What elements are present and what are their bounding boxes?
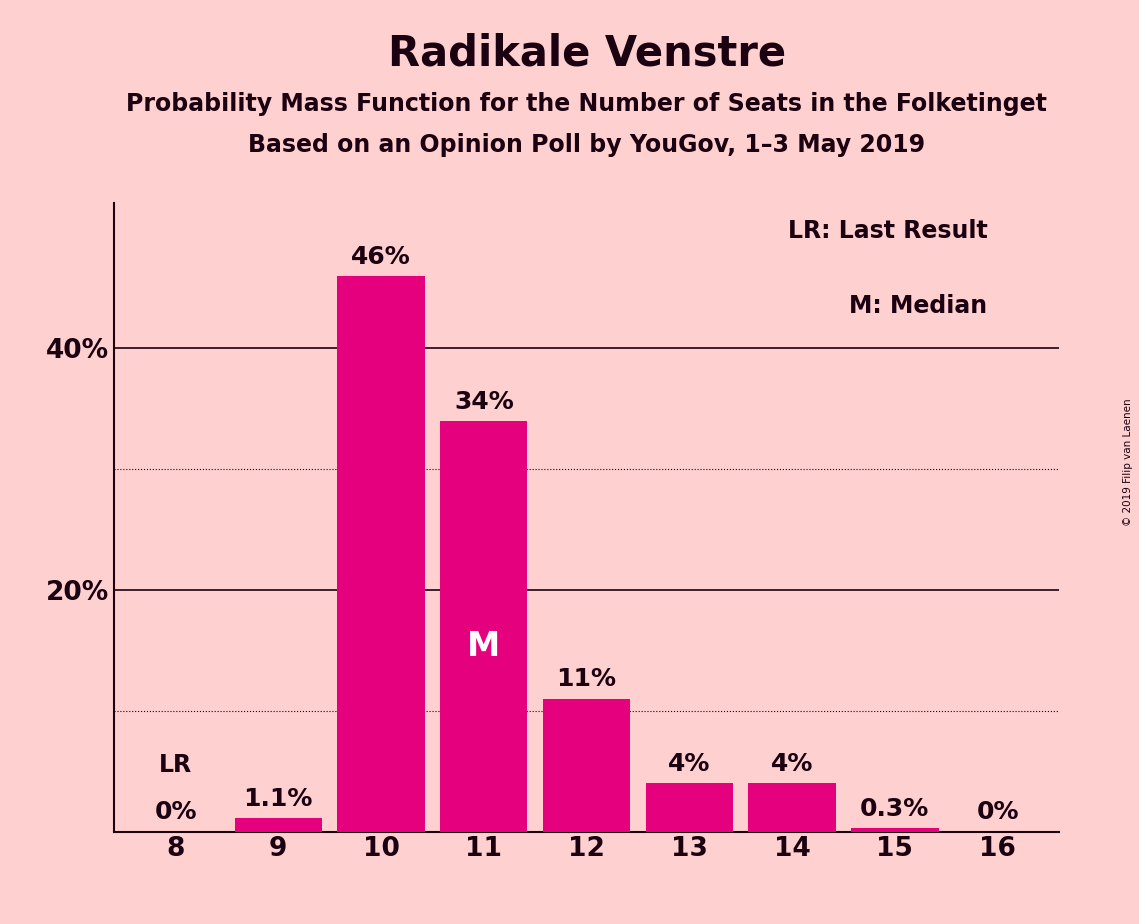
Text: 4%: 4% [669,752,711,776]
Text: LR: Last Result: LR: Last Result [787,219,988,243]
Text: Based on an Opinion Poll by YouGov, 1–3 May 2019: Based on an Opinion Poll by YouGov, 1–3 … [248,133,925,157]
Bar [543,699,630,832]
Text: 0%: 0% [154,800,197,824]
Text: 1.1%: 1.1% [244,787,313,811]
Bar [646,784,734,832]
Bar [440,420,527,832]
Bar [235,819,322,832]
Bar [851,828,939,832]
Text: 0%: 0% [976,800,1019,824]
Text: 34%: 34% [454,390,514,414]
Text: M: M [467,630,500,663]
Text: Probability Mass Function for the Number of Seats in the Folketinget: Probability Mass Function for the Number… [126,92,1047,116]
Text: LR: LR [159,753,192,777]
Text: Radikale Venstre: Radikale Venstre [387,32,786,74]
Text: 46%: 46% [351,245,411,269]
Text: M: Median: M: Median [850,295,988,319]
Text: 11%: 11% [557,667,616,691]
Bar [337,275,425,832]
Text: 4%: 4% [771,752,813,776]
Text: 0.3%: 0.3% [860,796,929,821]
Text: © 2019 Filip van Laenen: © 2019 Filip van Laenen [1123,398,1133,526]
Bar [748,784,836,832]
